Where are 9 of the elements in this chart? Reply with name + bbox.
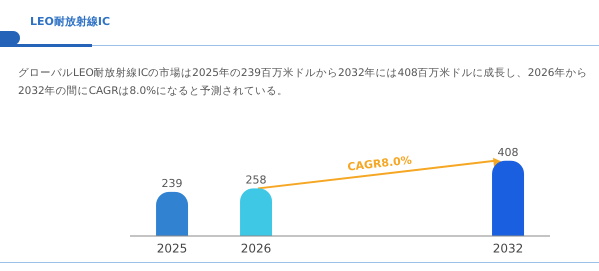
x-tick-label: 2032: [492, 242, 524, 256]
data-label: 408: [498, 146, 519, 159]
x-tick-label: 2026: [240, 242, 272, 256]
data-label: 258: [246, 173, 267, 186]
chart-title: LEO耐放射線IC: [30, 14, 110, 29]
x-tick-label: 2025: [156, 242, 188, 256]
data-label: 239: [162, 176, 183, 190]
annotation: CAGR8.0%: [346, 154, 412, 174]
chart-subtitle: グローバルLEO耐放射線ICの市場は2025年の239百万米ドルから2032年には408百万米ドルに成長し、2026年から2032年の間にCAGRは8.0%になると予測されている。: [18, 66, 588, 99]
